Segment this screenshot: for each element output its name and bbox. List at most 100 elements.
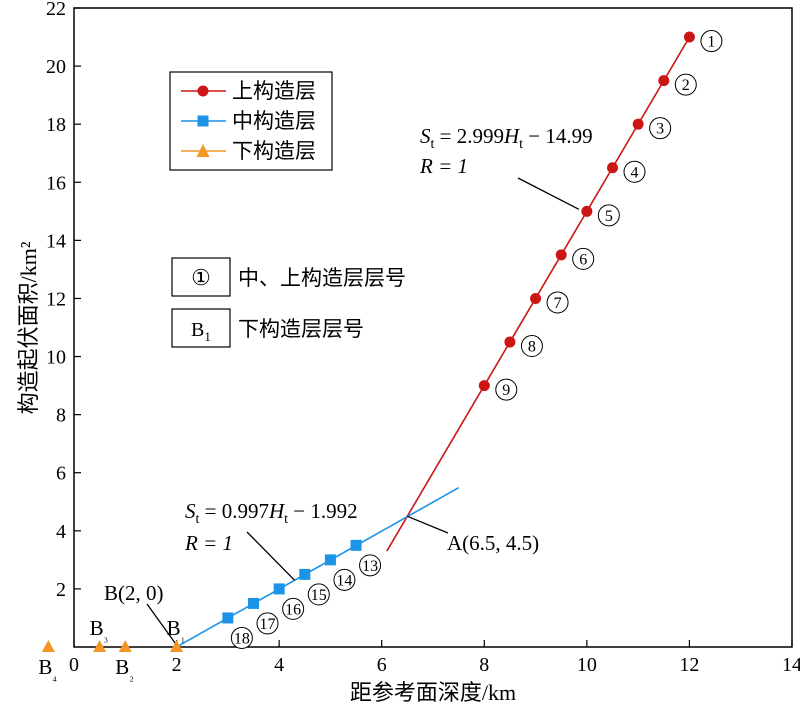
legend-label-lower: 下构造层 [232, 139, 316, 163]
intersection-label: A(6.5, 4.5) [447, 531, 539, 555]
upper-layer-point [658, 75, 670, 87]
key-box-layer-number [171, 257, 231, 297]
y-tick-label: 12 [46, 288, 66, 310]
layer-number-badge [520, 335, 543, 358]
x-tick-label: 6 [377, 654, 387, 676]
upper-layer-point [555, 249, 567, 261]
legend-marker-upper [197, 85, 209, 97]
point-label: 15 [311, 587, 327, 604]
middle-layer-point [324, 554, 336, 566]
key-box-lower-number [171, 308, 231, 348]
point-label: 2 [682, 77, 690, 94]
lower-layer-point [41, 640, 55, 652]
annotation-leaders [146, 177, 580, 646]
point-label: B₃ [90, 616, 109, 643]
y-tick-label: 2 [56, 579, 66, 601]
layer-number-badge [256, 612, 279, 635]
y-tick-label: 22 [46, 0, 66, 20]
point-label: 17 [260, 616, 276, 633]
middle-equation: St = 0.997Ht − 1.992 [185, 499, 358, 527]
upper-r-value: R = 1 [419, 154, 468, 178]
layer-number-badge [572, 247, 595, 270]
layer-number-badge [495, 378, 518, 401]
point-label: 3 [656, 121, 664, 138]
point-label: B₄ [38, 655, 57, 682]
y-tick-label: 4 [56, 521, 66, 543]
layer-number-badge [623, 160, 646, 183]
x-tick-label: 10 [577, 654, 597, 676]
point-label: 8 [528, 339, 536, 356]
layer-number-badge [700, 30, 723, 53]
point-label: 16 [285, 601, 301, 618]
layer-number-badge [674, 73, 697, 96]
key-symbol-lower-number: B1 [191, 319, 211, 344]
y-tick-label: 16 [46, 172, 66, 194]
x-tick-label: 2 [172, 654, 182, 676]
x-tick-label: 4 [274, 654, 284, 676]
upper-layer-point [504, 336, 516, 348]
lower-layer-point [118, 640, 132, 652]
legend-label-middle: 中构造层 [232, 109, 316, 133]
x-axis-title: 距参考面深度/km [350, 680, 516, 705]
legend-marker-lower [196, 144, 210, 157]
legend: 上构造层 中构造层 下构造层 [169, 71, 333, 171]
point-label: 1 [707, 34, 715, 51]
layer-number-badge [597, 204, 620, 227]
upper-equation: St = 2.999Ht − 14.99 [420, 124, 593, 152]
legend-marker-middle [197, 115, 209, 127]
y-tick-label: 8 [56, 405, 66, 427]
key-text-layer-number: 中、上构造层层号 [238, 266, 406, 290]
plot-frame [73, 7, 793, 648]
middle-layer-point [248, 597, 259, 609]
y-tick-label: 10 [46, 347, 66, 369]
intersection-leader [407, 515, 449, 534]
point-label: 4 [631, 164, 639, 181]
middle-layer-point [273, 583, 285, 595]
layer-number-badge [230, 626, 253, 649]
point-label: B₁ [167, 616, 186, 643]
middle-equation-leader [246, 531, 295, 581]
y-tick-label: 6 [56, 463, 66, 485]
layer-number-badge [546, 291, 569, 314]
origin-label: B(2, 0) [104, 581, 164, 605]
upper-layer-point [683, 31, 695, 43]
layer-number-badge [282, 597, 305, 620]
point-label: 6 [579, 251, 587, 268]
x-tick-label: 8 [479, 654, 489, 676]
point-label: 7 [554, 295, 562, 312]
key-symbol-layer-number: ① [191, 265, 211, 290]
upper-equation-leader [517, 177, 580, 210]
lower-layer-point [170, 640, 184, 652]
x-tick-label: 12 [679, 654, 699, 676]
upper-layer-point [478, 380, 490, 392]
middle-layer-point [350, 539, 362, 551]
layer-number-badge [333, 568, 356, 591]
origin-leader [146, 603, 178, 646]
key-text-lower-number: 下构造层层号 [238, 317, 364, 341]
middle-layer-point [299, 568, 311, 580]
legend-label-upper: 上构造层 [232, 79, 316, 103]
x-tick-label: 14 [782, 654, 800, 676]
middle-r-value: R = 1 [184, 531, 233, 555]
y-tick-label: 18 [46, 114, 66, 136]
symbol-key: ① 中、上构造层层号 B1 下构造层层号 [171, 257, 406, 348]
y-tick-label: 20 [46, 56, 66, 78]
x-tick-label: 0 [69, 654, 79, 676]
point-label: 13 [362, 558, 378, 575]
upper-layer-point [607, 162, 618, 174]
y-axis-title: 构造起伏面积/km² [16, 241, 41, 414]
layer-number-badge [649, 117, 672, 140]
point-label: 18 [234, 630, 250, 647]
data-markers [41, 31, 695, 652]
layer-number-badge [359, 554, 382, 577]
layer-number-badge [307, 583, 330, 606]
upper-layer-point [632, 118, 644, 130]
point-label: 5 [605, 208, 613, 225]
lower-layer-point [93, 640, 107, 652]
upper-layer-point [530, 292, 542, 304]
middle-layer-point [222, 612, 234, 624]
upper-layer-point [581, 205, 593, 217]
point-label: 14 [336, 572, 352, 589]
